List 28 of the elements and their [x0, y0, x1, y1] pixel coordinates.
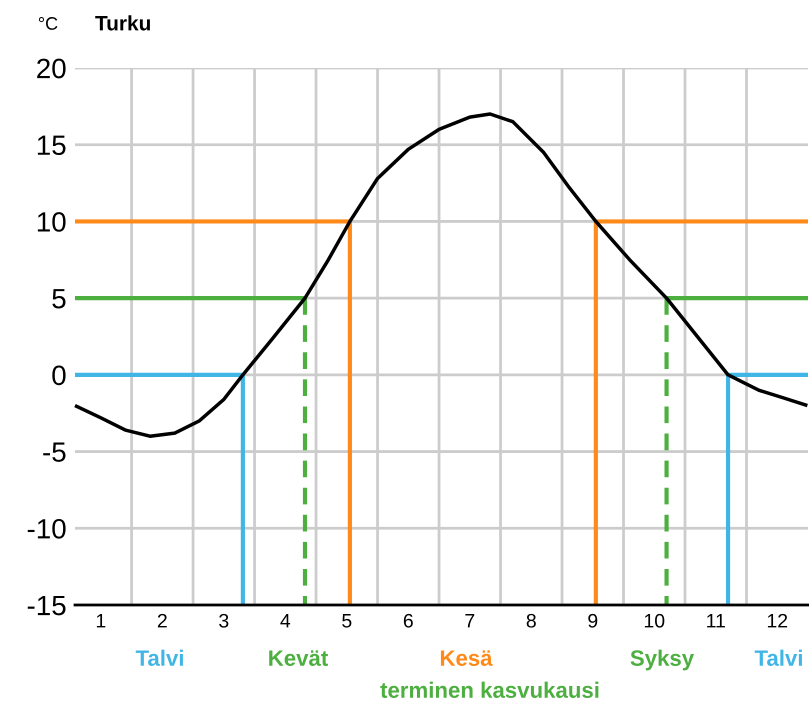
text: Talvi [136, 650, 183, 666]
y-axis-title: °C [38, 17, 58, 30]
y-tick-label: 0 [52, 366, 66, 386]
text: Talvi [754, 650, 802, 666]
y-tick-label: -15 [28, 596, 66, 616]
y-tick-label: 15 [38, 136, 66, 156]
text: terminen kasvukausi [380, 682, 598, 698]
text: Kevät [269, 650, 328, 666]
chart-title: Turku [95, 15, 150, 31]
x-tick-label: 12 [768, 614, 788, 628]
x-tick-label: 5 [342, 614, 352, 628]
y-tick-label: 10 [38, 212, 66, 232]
y-tick-label: -10 [28, 518, 66, 539]
x-tick-label: 10 [644, 614, 664, 628]
text: Kesä [440, 650, 493, 666]
text: Syksy [630, 650, 694, 670]
x-tick-label: 1 [96, 614, 106, 628]
x-tick-label: 3 [219, 614, 228, 628]
y-tick-label: -5 [43, 442, 66, 462]
x-tick-label: 9 [588, 614, 598, 628]
x-tick-label: 11 [707, 614, 725, 628]
y-tick-label: 20 [37, 58, 66, 78]
x-tick-label: 8 [526, 614, 536, 628]
x-tick-label: 2 [158, 614, 167, 628]
y-tick-label: 5 [52, 289, 66, 308]
x-tick-label: 7 [465, 614, 474, 628]
x-tick-label: 4 [280, 614, 290, 628]
x-tick-label: 6 [404, 614, 413, 628]
